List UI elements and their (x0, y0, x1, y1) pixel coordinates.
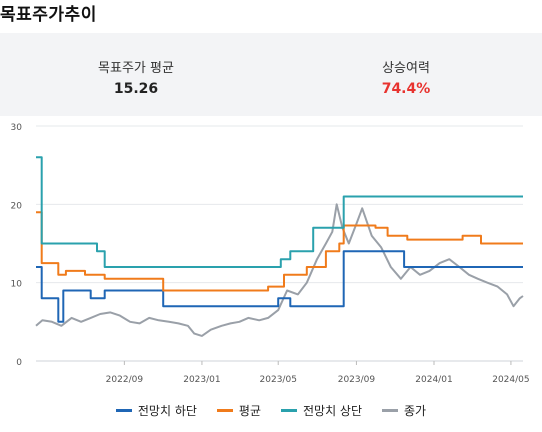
legend-item-2[interactable]: 전망치 상단 (281, 402, 362, 419)
legend-swatch (216, 409, 233, 412)
x-tick-label: 2023/05 (260, 375, 297, 385)
chart-legend: 전망치 하단 평균 전망치 상단 종가 (0, 402, 542, 419)
y-tick-label: 30 (11, 123, 23, 133)
summary-panel: 목표주가 평균 15.26 상승여력 74.4% (0, 33, 542, 116)
x-tick-label: 2024/05 (492, 375, 529, 385)
x-tick-label: 2024/01 (415, 375, 452, 385)
x-tick-label: 2023/09 (338, 375, 376, 385)
legend-item-0[interactable]: 전망치 하단 (115, 402, 197, 419)
legend-label: 평균 (238, 404, 261, 418)
series-line-3 (35, 203, 524, 337)
upside-value: 74.4% (381, 81, 431, 97)
legend-swatch (281, 409, 297, 412)
x-tick-label: 2023/01 (183, 375, 220, 385)
y-tick-label: 10 (11, 280, 23, 290)
legend-label: 전망치 상단 (303, 404, 363, 418)
legend-swatch (115, 409, 132, 412)
target-price-chart: 0 10 20 30 2022/09 2023/01 2023/05 2023/09 2024/… (11, 123, 530, 385)
y-tick-label: 0 (16, 358, 22, 368)
legend-swatch (382, 409, 399, 412)
y-tick-label: 20 (11, 201, 23, 211)
page-title: 목표주가추이 (0, 5, 97, 25)
legend-label: 종가 (404, 404, 427, 418)
x-tick-label: 2022/09 (106, 375, 144, 385)
legend-label: 전망치 하단 (137, 404, 197, 418)
legend-item-1[interactable]: 평균 (216, 402, 261, 419)
series-line-2 (36, 156, 523, 268)
series-line-0 (36, 250, 523, 323)
legend-item-3[interactable]: 종가 (382, 402, 426, 419)
series-line-1 (36, 211, 523, 292)
avg-target-value: 15.26 (113, 81, 159, 97)
upside-label: 상승여력 (382, 61, 430, 76)
avg-target-label: 목표주가 평균 (98, 61, 174, 76)
